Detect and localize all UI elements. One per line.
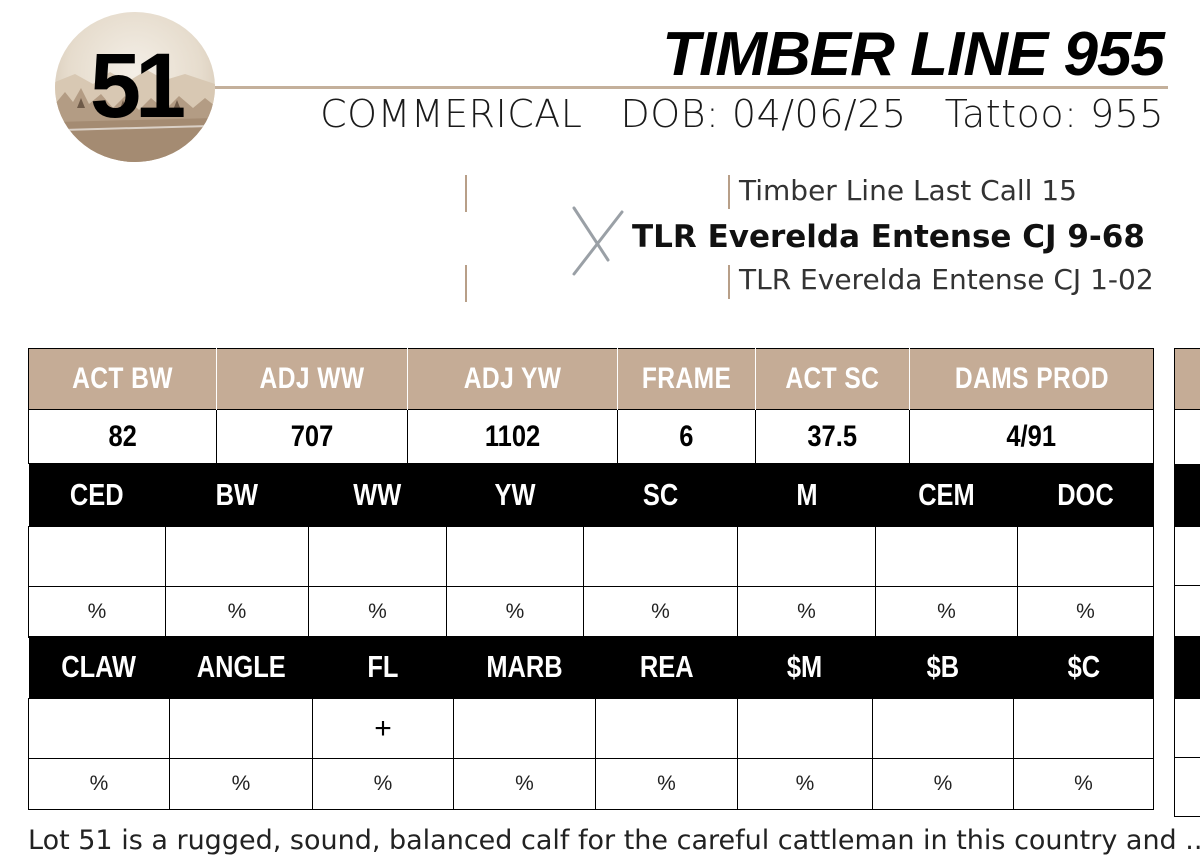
epd-percentile-row: % % % % % % % % [28, 758, 1154, 810]
epd-header: BW [165, 464, 309, 527]
epd-header: CED [28, 464, 166, 527]
epd-header: $M [737, 636, 873, 699]
epd-header: ANGLE [169, 636, 313, 699]
pedigree-bracket-bottom [465, 265, 467, 302]
animal-info-line: COMMERICAL DOB: 04/06/25 Tattoo: 955 [320, 92, 1164, 136]
epd-header: M [737, 464, 876, 527]
epd-value [595, 698, 738, 759]
maternal-grandsire-name: TLR Everelda Entense CJ 1-02 [739, 263, 1154, 296]
stat-value: 4/91 [909, 409, 1154, 464]
stat-header: ADJ YW [407, 348, 618, 410]
adjacent-column-cell [1174, 585, 1200, 637]
mountain-landscape-icon [55, 70, 215, 162]
epd-value [583, 526, 738, 587]
epd-header: SC [583, 464, 738, 527]
stat-header: DAMS PROD [909, 348, 1154, 410]
epd-value-row: + [28, 698, 1154, 759]
stat-header: FRAME [617, 348, 756, 410]
pedigree-bracket-top [465, 175, 467, 212]
epd-header: FL [312, 636, 454, 699]
epd-header: CLAW [28, 636, 170, 699]
tattoo: Tattoo: 955 [944, 92, 1164, 136]
lot-number: 51 [89, 35, 186, 137]
dam-name: TLR Everelda Entense CJ 9-68 [632, 219, 1145, 255]
epd-value [1017, 526, 1154, 587]
epd-percentile: % [446, 586, 584, 638]
epd-percentile: % [165, 586, 309, 638]
epd-value [453, 698, 596, 759]
epd-percentile: % [875, 586, 1018, 638]
performance-header-row: ACT BW ADJ WW ADJ YW FRAME ACT SC DAMS P… [28, 348, 1154, 410]
epd-percentile: % [737, 758, 873, 810]
epd-table-carcass: CLAW ANGLE FL MARB REA $M $B $C + % % % … [28, 636, 1154, 810]
stat-header: ACT SC [755, 348, 910, 410]
epd-percentile: % [169, 758, 313, 810]
epd-value [169, 698, 313, 759]
epd-percentile: % [28, 758, 170, 810]
performance-table: ACT BW ADJ WW ADJ YW FRAME ACT SC DAMS P… [28, 348, 1154, 464]
stat-value: 82 [28, 409, 217, 464]
adjacent-column-epd-header [1174, 464, 1200, 526]
epd-header: WW [308, 464, 447, 527]
stat-header: ADJ WW [216, 348, 408, 410]
adjacent-column-value [1174, 409, 1200, 465]
lot-notes: Lot 51 is a rugged, sound, balanced calf… [28, 825, 1200, 856]
epd-value [1013, 698, 1154, 759]
stat-value: 707 [216, 409, 408, 464]
epd-header: CEM [875, 464, 1018, 527]
epd-value-row [28, 526, 1154, 587]
sire-name: Timber Line Last Call 15 [739, 174, 1077, 207]
epd-percentile: % [583, 586, 738, 638]
adjacent-column-epd-header [1174, 636, 1200, 698]
epd-header: YW [446, 464, 584, 527]
epd-percentile: % [312, 758, 454, 810]
adjacent-column-cell [1174, 526, 1200, 586]
epd-percentile: % [1013, 758, 1154, 810]
epd-value [446, 526, 584, 587]
epd-value [875, 526, 1018, 587]
animal-name: TIMBER LINE 955 [662, 20, 1165, 89]
epd-value: + [312, 698, 454, 759]
performance-value-row: 82 707 1102 6 37.5 4/91 [28, 409, 1154, 464]
stat-value: 37.5 [755, 409, 910, 464]
mgs-bar [728, 265, 730, 299]
stat-value: 1102 [407, 409, 618, 464]
epd-percentile: % [28, 586, 166, 638]
epd-percentile: % [737, 586, 876, 638]
epd-percentile: % [1017, 586, 1154, 638]
epd-header-row: CED BW WW YW SC M CEM DOC [28, 464, 1154, 527]
adjacent-column-cell [1174, 698, 1200, 758]
epd-value [28, 526, 166, 587]
epd-percentile: % [453, 758, 596, 810]
epd-value [28, 698, 170, 759]
epd-value [737, 526, 876, 587]
sire-bar [728, 175, 730, 209]
title-divider [215, 86, 1168, 89]
epd-header: $B [872, 636, 1014, 699]
cross-icon [572, 206, 624, 276]
epd-value [872, 698, 1014, 759]
epd-header: $C [1013, 636, 1154, 699]
epd-header-row: CLAW ANGLE FL MARB REA $M $B $C [28, 636, 1154, 699]
epd-header: REA [595, 636, 738, 699]
date-of-birth: DOB: 04/06/25 [620, 92, 907, 136]
epd-value [737, 698, 873, 759]
epd-header: MARB [453, 636, 596, 699]
lot-badge: 51 [55, 12, 215, 162]
stat-header: ACT BW [28, 348, 217, 410]
adjacent-column-header [1174, 348, 1200, 410]
epd-percentile: % [595, 758, 738, 810]
epd-percentile: % [308, 586, 447, 638]
stat-value: 6 [617, 409, 756, 464]
epd-value [308, 526, 447, 587]
epd-header: DOC [1017, 464, 1154, 527]
epd-percentile: % [872, 758, 1014, 810]
epd-table-growth: CED BW WW YW SC M CEM DOC % % % % % % % … [28, 464, 1154, 638]
adjacent-column-cell [1174, 757, 1200, 817]
animal-type: COMMERICAL [320, 92, 583, 136]
epd-percentile-row: % % % % % % % % [28, 586, 1154, 638]
epd-value [165, 526, 309, 587]
